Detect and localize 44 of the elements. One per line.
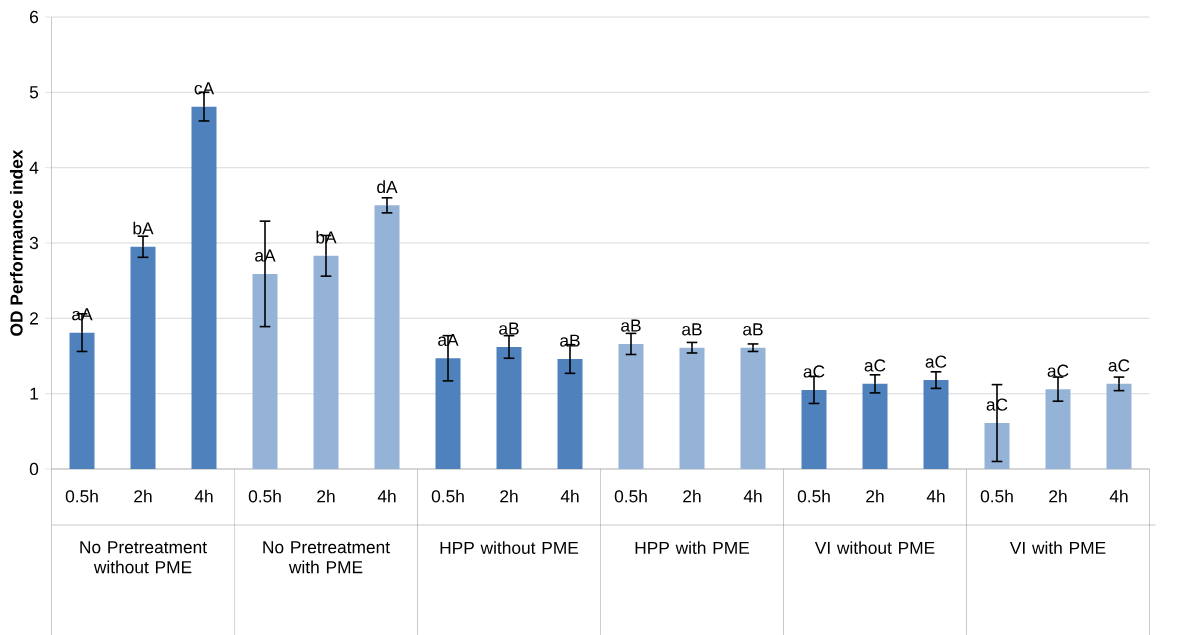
x-tick-label: 4h (926, 489, 945, 503)
data-label: aB (499, 322, 519, 335)
x-tick-label: 0.5h (65, 489, 98, 503)
text: VI without PME (814, 541, 935, 554)
y-tick-label: 3 (29, 236, 39, 250)
x-tick-label: 2h (683, 489, 701, 503)
data-label: aB (560, 334, 580, 347)
text: HPP without PME (440, 541, 579, 554)
x-tick-label: 4h (560, 489, 579, 503)
y-axis-title: OD Performance index (9, 149, 23, 336)
data-label: aB (743, 323, 763, 336)
y-tick-label: 4 (29, 161, 39, 174)
x-tick-label: 4h (743, 489, 762, 503)
x-tick-label: 2h (317, 489, 335, 503)
x-tick-label: 2h (500, 489, 518, 503)
data-label: aA (72, 308, 93, 321)
text: HPP with PME (635, 541, 750, 554)
data-label: aC (1047, 364, 1069, 377)
y-tick-label: 1 (30, 387, 38, 400)
x-tick-label: 2h (866, 489, 884, 503)
data-label: aB (682, 323, 702, 336)
x-tick-label: 0.5h (431, 489, 464, 503)
data-label: aC (925, 355, 947, 368)
x-tick-label: 0.5h (797, 489, 830, 503)
text: No Pretreatment with PME (263, 541, 390, 574)
data-label: aB (621, 319, 641, 332)
y-tick-label: 5 (29, 86, 39, 99)
x-tick-label: 2h (134, 489, 152, 503)
text: VI with PME (1009, 541, 1106, 554)
data-label: aC (1108, 359, 1130, 372)
y-tick-label: 0 (29, 462, 39, 476)
x-tick-label: 4h (194, 489, 213, 503)
x-tick-label: 4h (1109, 489, 1128, 503)
data-label: aC (864, 359, 886, 372)
x-tick-label: 0.5h (980, 489, 1013, 503)
x-tick-label: 4h (377, 489, 396, 503)
x-tick-label: 0.5h (248, 489, 281, 503)
data-label: bA (133, 221, 154, 235)
y-tick-label: 6 (30, 10, 39, 24)
x-tick-label: 0.5h (614, 489, 647, 503)
y-tick-label: 2 (30, 312, 38, 325)
text: No Pretreatment without PME (80, 541, 207, 574)
data-label: dA (377, 180, 398, 194)
x-tick-label: 2h (1049, 489, 1067, 503)
